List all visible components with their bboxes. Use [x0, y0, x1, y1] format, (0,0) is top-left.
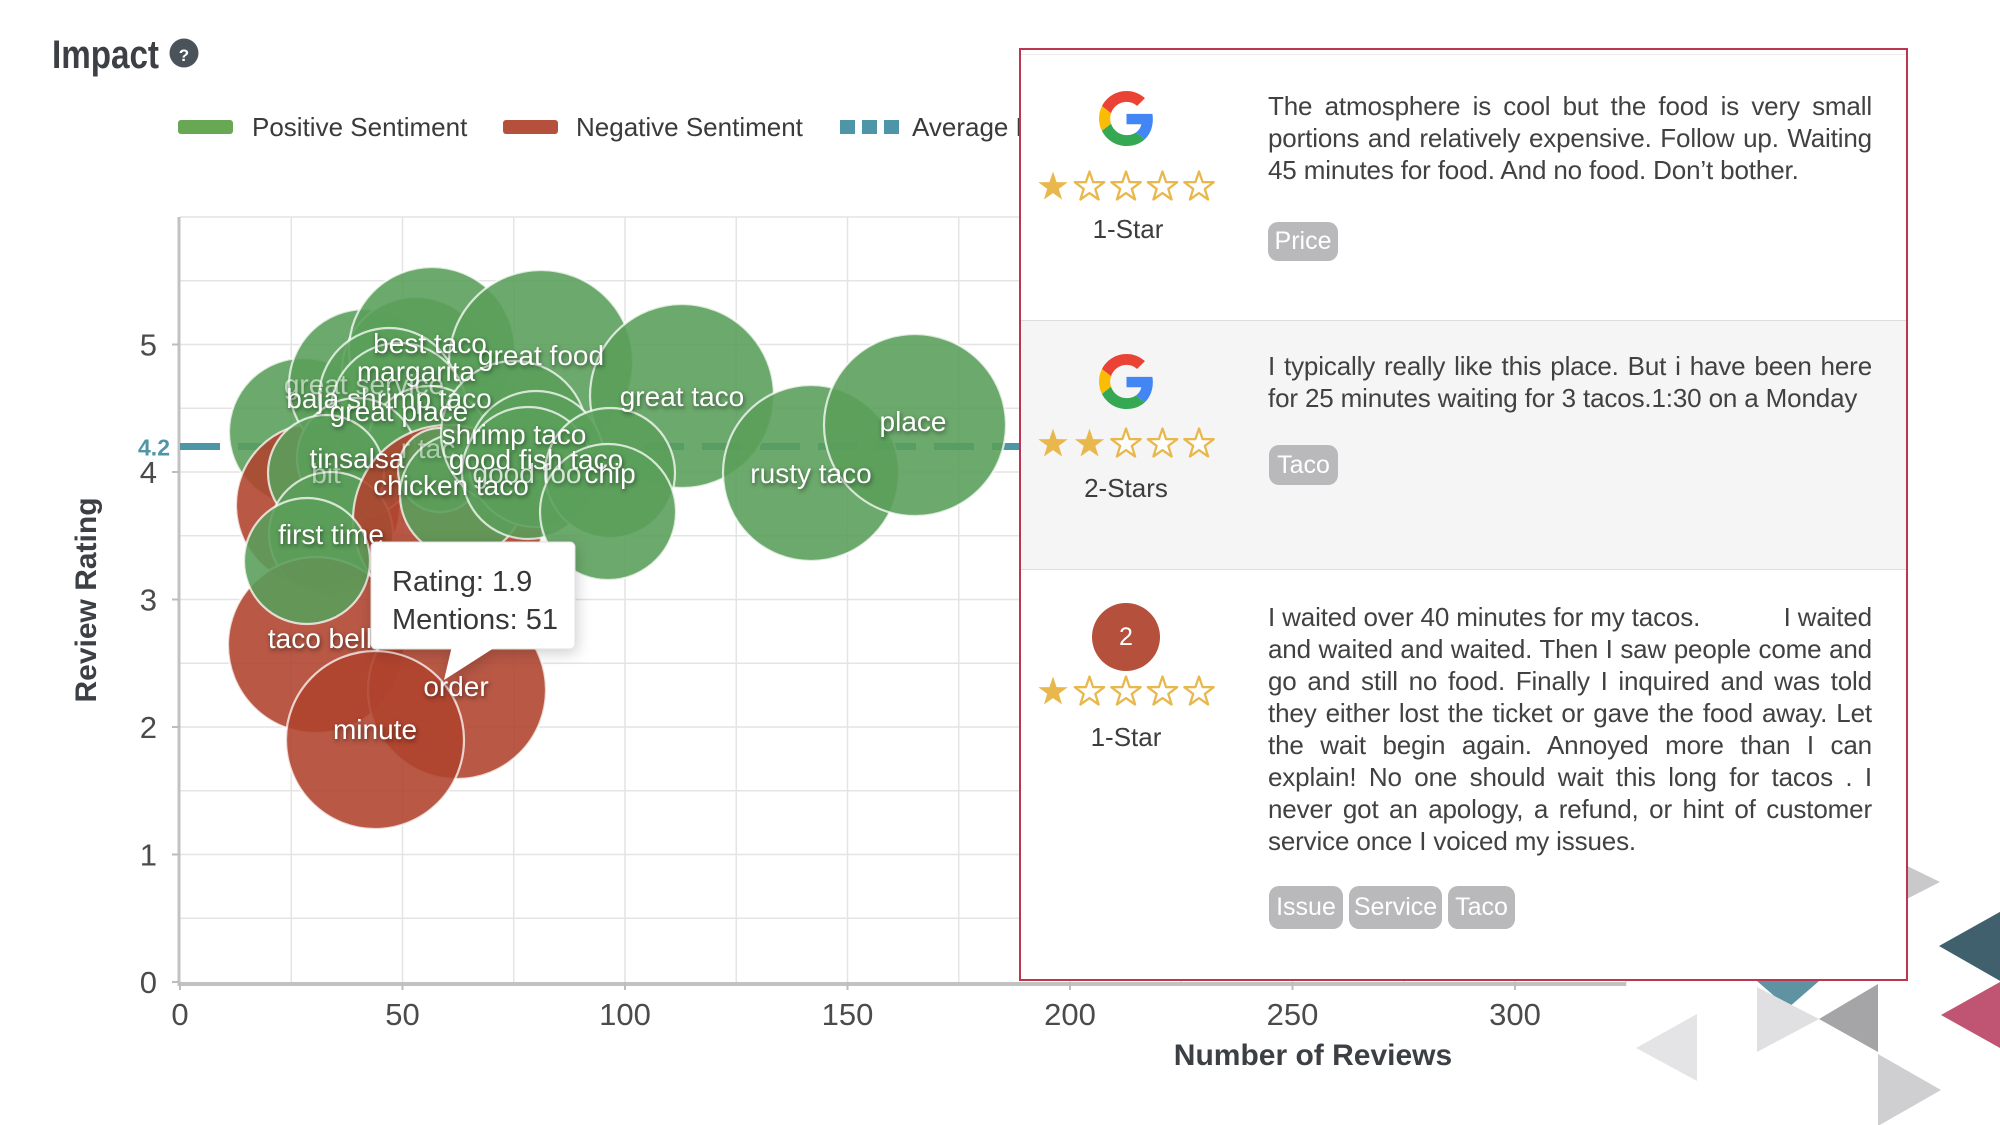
svg-text:margarita: margarita [357, 356, 476, 387]
svg-text:bit: bit [311, 458, 341, 489]
svg-text:place: place [880, 406, 947, 437]
svg-text:great service: great service [284, 369, 444, 400]
svg-text:best taco: best taco [373, 328, 487, 359]
svg-text:great food: great food [478, 340, 604, 371]
svg-text:rusty taco: rusty taco [750, 458, 871, 489]
svg-text:chip: chip [584, 458, 635, 489]
svg-text:300: 300 [1489, 997, 1541, 1032]
svg-text:taco bell: taco bell [268, 623, 372, 654]
svg-text:great taco: great taco [620, 381, 745, 412]
svg-text:Rating: 1.9: Rating: 1.9 [392, 566, 532, 598]
svg-text:1: 1 [140, 838, 157, 873]
svg-text:Impact: Impact [52, 33, 159, 77]
svg-text:Review Rating: Review Rating [70, 497, 103, 702]
svg-text:tinsalsa: tinsalsa [310, 443, 405, 474]
svg-text:great place: great place [330, 396, 469, 427]
svg-text:Negative Sentiment: Negative Sentiment [576, 112, 804, 142]
svg-text:?: ? [179, 46, 189, 65]
svg-text:4.2: 4.2 [138, 435, 170, 461]
svg-text:good foo: good foo [473, 458, 582, 489]
svg-text:250: 250 [1267, 997, 1319, 1032]
svg-text:good fish taco: good fish taco [449, 444, 623, 475]
svg-text:2: 2 [140, 710, 157, 745]
svg-text:first time: first time [278, 519, 384, 550]
svg-text:5: 5 [140, 328, 157, 363]
svg-text:4: 4 [140, 455, 157, 490]
svg-text:chicken taco: chicken taco [373, 470, 529, 501]
svg-text:baja shrimp taco: baja shrimp taco [286, 383, 491, 414]
svg-text:r tac: r tac [401, 433, 455, 464]
svg-text:3: 3 [140, 583, 157, 618]
svg-text:order: order [423, 671, 488, 702]
svg-text:0: 0 [171, 997, 188, 1032]
svg-text:shrimp taco: shrimp taco [442, 419, 587, 450]
svg-text:150: 150 [822, 997, 874, 1032]
svg-text:200: 200 [1044, 997, 1096, 1032]
svg-text:minute: minute [333, 714, 417, 745]
svg-text:Positive Sentiment: Positive Sentiment [252, 112, 468, 142]
svg-text:Number of Reviews: Number of Reviews [1174, 1039, 1452, 1072]
svg-text:0: 0 [140, 965, 157, 1000]
svg-text:Mentions: 51: Mentions: 51 [392, 604, 558, 636]
svg-text:50: 50 [385, 997, 419, 1032]
svg-text:100: 100 [599, 997, 651, 1032]
